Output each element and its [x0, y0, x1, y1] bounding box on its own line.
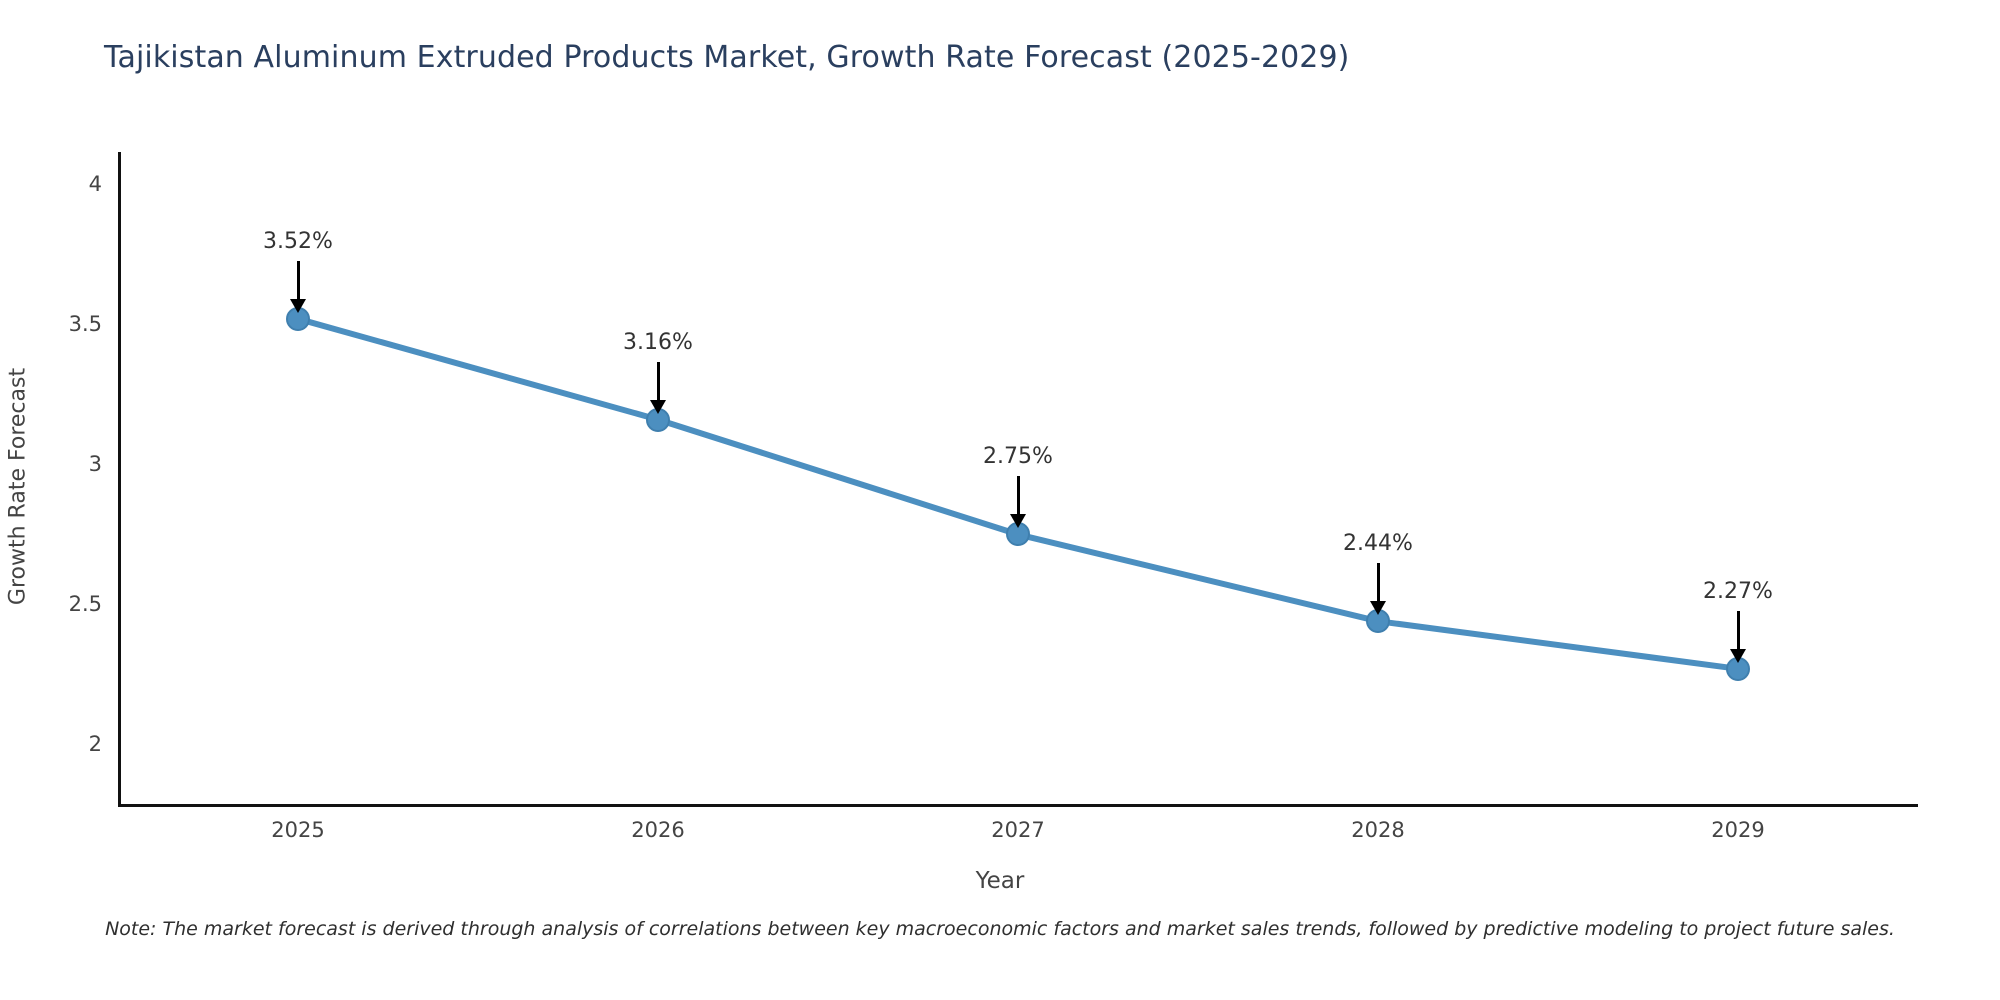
data-point-value-label: 3.52% [263, 228, 333, 254]
annotation-arrow-head-icon [1370, 601, 1386, 616]
x-axis-tick-label: 2027 [991, 818, 1045, 842]
x-axis-title: Year [975, 868, 1025, 894]
y-axis-tick-label: 2.5 [68, 592, 102, 617]
y-axis-tick-label: 2 [88, 732, 102, 757]
data-point-value-label: 2.44% [1343, 531, 1413, 557]
chart-title: Tajikistan Aluminum Extruded Products Ma… [104, 40, 1350, 75]
x-axis-tick-label: 2026 [631, 818, 685, 842]
data-point-value-label: 2.27% [1703, 578, 1773, 604]
annotation-arrow-shaft [1736, 610, 1740, 650]
annotation-arrow-shaft [296, 260, 300, 300]
y-axis-tick-label: 3.5 [68, 312, 102, 337]
y-axis-tick-label: 3 [88, 452, 102, 477]
annotation-arrow-shaft [1016, 476, 1020, 516]
data-point-value-label: 3.16% [623, 329, 693, 355]
x-axis-tick-label: 2029 [1711, 818, 1765, 842]
annotation-arrow-head-icon [1730, 648, 1746, 663]
x-axis-tick-label: 2028 [1351, 818, 1405, 842]
y-axis-title: Growth Rate Forecast [5, 367, 31, 606]
annotation-arrow-shaft [656, 361, 660, 401]
y-axis-tick-label: 4 [88, 172, 102, 197]
x-axis-line [118, 804, 1918, 807]
y-axis-line [118, 152, 121, 806]
chart-footnote: Note: The market forecast is derived thr… [105, 918, 1895, 940]
annotation-arrow-head-icon [1010, 514, 1026, 529]
data-point-value-label: 2.75% [983, 444, 1053, 470]
annotation-arrow-head-icon [290, 298, 306, 313]
x-axis-tick-label: 2025 [271, 818, 325, 842]
annotation-arrow-head-icon [650, 399, 666, 414]
annotation-arrow-shaft [1376, 563, 1380, 603]
